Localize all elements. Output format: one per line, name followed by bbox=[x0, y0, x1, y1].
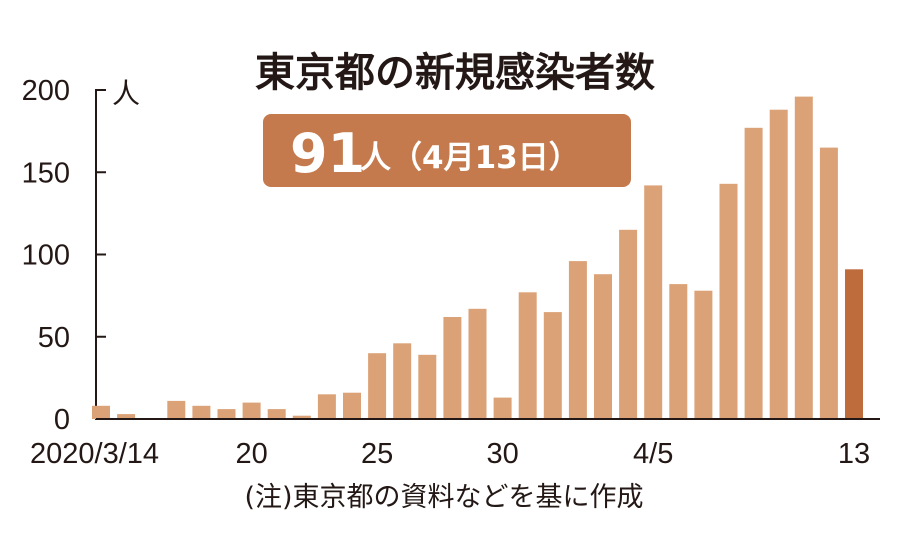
bar bbox=[368, 353, 387, 419]
highlight-callout-box bbox=[263, 114, 631, 187]
x-tick-label: 13 bbox=[838, 438, 870, 470]
y-tick-label: 50 bbox=[38, 322, 70, 354]
bar bbox=[317, 394, 336, 419]
highlight-callout: 91 人（4月13日） bbox=[263, 114, 631, 187]
x-tick-label: 2020/3/14 bbox=[30, 438, 159, 470]
bar bbox=[167, 400, 186, 419]
bar bbox=[794, 96, 813, 419]
x-tick-label: 4/5 bbox=[633, 438, 673, 470]
bars bbox=[92, 96, 863, 420]
y-axis: 0 50 100 150 200 bbox=[22, 75, 106, 436]
bar bbox=[393, 343, 412, 419]
x-tick-label: 25 bbox=[361, 438, 393, 470]
highlight-unit-date: 人（4月13日） bbox=[360, 140, 580, 176]
bar bbox=[744, 127, 763, 420]
y-tick-label: 150 bbox=[22, 157, 70, 189]
bar bbox=[845, 269, 863, 419]
bar bbox=[92, 405, 110, 419]
x-tick-label: 30 bbox=[486, 438, 518, 470]
y-unit-label: 人 bbox=[112, 77, 140, 110]
y-tick-label: 100 bbox=[22, 240, 70, 272]
source-note: (注)東京都の資料などを基に作成 bbox=[244, 482, 643, 513]
highlight-value: 91 bbox=[290, 122, 365, 185]
bar bbox=[644, 185, 663, 419]
bar bbox=[217, 409, 236, 419]
bar bbox=[493, 397, 512, 419]
bar bbox=[819, 147, 838, 419]
bar bbox=[669, 284, 688, 419]
bar bbox=[292, 415, 311, 419]
x-tick-label: 20 bbox=[235, 438, 267, 470]
bar bbox=[518, 292, 537, 419]
bar bbox=[543, 312, 562, 419]
bar bbox=[267, 409, 286, 419]
bar bbox=[192, 405, 211, 419]
bar bbox=[117, 414, 136, 419]
bar bbox=[619, 229, 638, 419]
chart-title: 東京都の新規感染者数 bbox=[255, 50, 655, 96]
bar bbox=[568, 261, 587, 419]
bar bbox=[719, 183, 738, 419]
y-tick-label: 200 bbox=[22, 75, 70, 107]
y-tick-label: 0 bbox=[54, 404, 70, 436]
x-axis: 2020/3/14 20 25 30 4/5 13 bbox=[30, 418, 880, 470]
bar bbox=[242, 402, 261, 419]
bar bbox=[594, 274, 612, 419]
bar bbox=[468, 308, 487, 419]
bar bbox=[694, 290, 713, 419]
bar bbox=[769, 109, 788, 419]
bar bbox=[443, 317, 462, 419]
bar bbox=[343, 392, 361, 419]
bar bbox=[418, 354, 437, 419]
